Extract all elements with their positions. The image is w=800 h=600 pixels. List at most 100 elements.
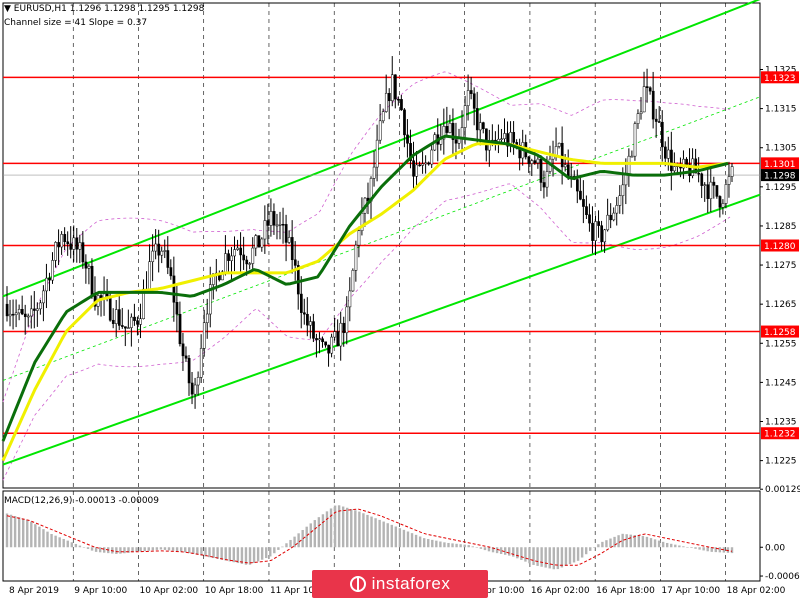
macd-bar (309, 523, 312, 548)
macd-bar (633, 535, 636, 548)
x-tick-label: 11 Apr 10:00 (270, 586, 329, 596)
macd-bar (26, 519, 29, 548)
level-label: 1.1301 (764, 160, 796, 170)
candle-body (357, 230, 361, 246)
candle-body (624, 174, 628, 186)
candle-body (233, 249, 236, 257)
candle-body (236, 247, 239, 250)
macd-histogram-group (5, 505, 734, 570)
macd-bar (661, 541, 665, 548)
macd-bar (244, 547, 248, 565)
macd-bar (544, 547, 547, 568)
macd-bar (414, 534, 418, 548)
candle-body (75, 237, 79, 250)
macd-bar (204, 547, 207, 557)
candle-body (478, 122, 482, 131)
candle-body (612, 212, 616, 221)
candle-body (239, 247, 243, 256)
macd-bar (682, 546, 685, 548)
candle-body (108, 295, 112, 321)
candle-body (54, 242, 57, 261)
x-tick-label: 18 Apr 02:00 (727, 586, 786, 596)
collapse-triangle-icon[interactable]: ▼ (4, 4, 11, 14)
ma-slow-line (1, 142, 729, 462)
candle-body (527, 156, 531, 164)
candle-body (636, 113, 640, 124)
macd-bar (151, 547, 155, 551)
level-tag (761, 239, 799, 252)
candle-body (400, 99, 403, 111)
macd-bar (410, 533, 414, 548)
macd-bar (325, 511, 329, 548)
candle-body (184, 355, 188, 359)
macd-bar (439, 541, 442, 548)
macd-bar (188, 547, 191, 554)
candle-body (114, 309, 118, 324)
candle-body (133, 316, 136, 321)
candle-body (66, 241, 70, 245)
macd-bar (127, 547, 130, 553)
candle-body (303, 312, 306, 315)
macd-bar (163, 547, 167, 550)
candle-body (673, 166, 676, 172)
candle-body (312, 321, 315, 339)
candle-body (500, 138, 503, 141)
upper-band-line (2, 71, 731, 403)
candle-body (136, 320, 139, 325)
candle-body (536, 158, 540, 164)
macd-bar (119, 547, 122, 554)
candle-body (485, 128, 488, 151)
level-tag (761, 427, 799, 440)
candle-body (660, 121, 664, 148)
macd-bar (313, 520, 317, 548)
candle-body (518, 144, 522, 159)
macd-bar (252, 547, 256, 564)
macd-bar (576, 547, 580, 561)
candle-body (169, 267, 173, 277)
candle-body (645, 86, 649, 88)
candle-body (391, 74, 394, 102)
macd-bar (730, 547, 734, 554)
macd-bar (528, 547, 531, 564)
candle-body (442, 126, 446, 140)
macd-bar (281, 546, 284, 548)
macd-bar (621, 533, 624, 548)
macd-bar (78, 545, 82, 548)
y-tick-label: 1.1305 (765, 144, 797, 154)
macd-bar (447, 542, 450, 548)
macd-bar (718, 547, 722, 553)
macd-bar (402, 529, 406, 548)
candle-body (697, 172, 701, 175)
candle-body (463, 105, 467, 128)
macd-bar (123, 547, 126, 554)
candle-body (57, 242, 61, 248)
macd-bar (192, 547, 195, 554)
candle-body (406, 134, 409, 144)
macd-bar (5, 513, 9, 548)
candle-body (560, 142, 564, 168)
macd-bar (265, 547, 268, 559)
level-label: 1.1258 (764, 328, 796, 338)
candle-body (469, 90, 473, 94)
macd-bar (617, 535, 620, 548)
candle-body (354, 244, 358, 271)
candle-body (594, 221, 597, 241)
lower-band-line (2, 183, 731, 481)
candle-body (26, 315, 30, 318)
macd-bar (499, 547, 503, 554)
macd-bar (90, 547, 94, 551)
macd-bar (171, 547, 175, 551)
macd-bar (520, 547, 523, 560)
macd-bar (422, 538, 426, 548)
macd-bar (564, 547, 568, 566)
macd-bar (256, 547, 260, 562)
macd-bar (13, 515, 17, 548)
candle-body (272, 211, 276, 226)
candle-body (591, 222, 594, 241)
macd-bar (540, 547, 543, 567)
y-tick-label: 1.1285 (765, 222, 797, 232)
macd-bar (350, 509, 353, 548)
macd-bar (232, 547, 236, 563)
candle-body (90, 265, 94, 297)
y-tick-label: 1.1295 (765, 183, 797, 193)
